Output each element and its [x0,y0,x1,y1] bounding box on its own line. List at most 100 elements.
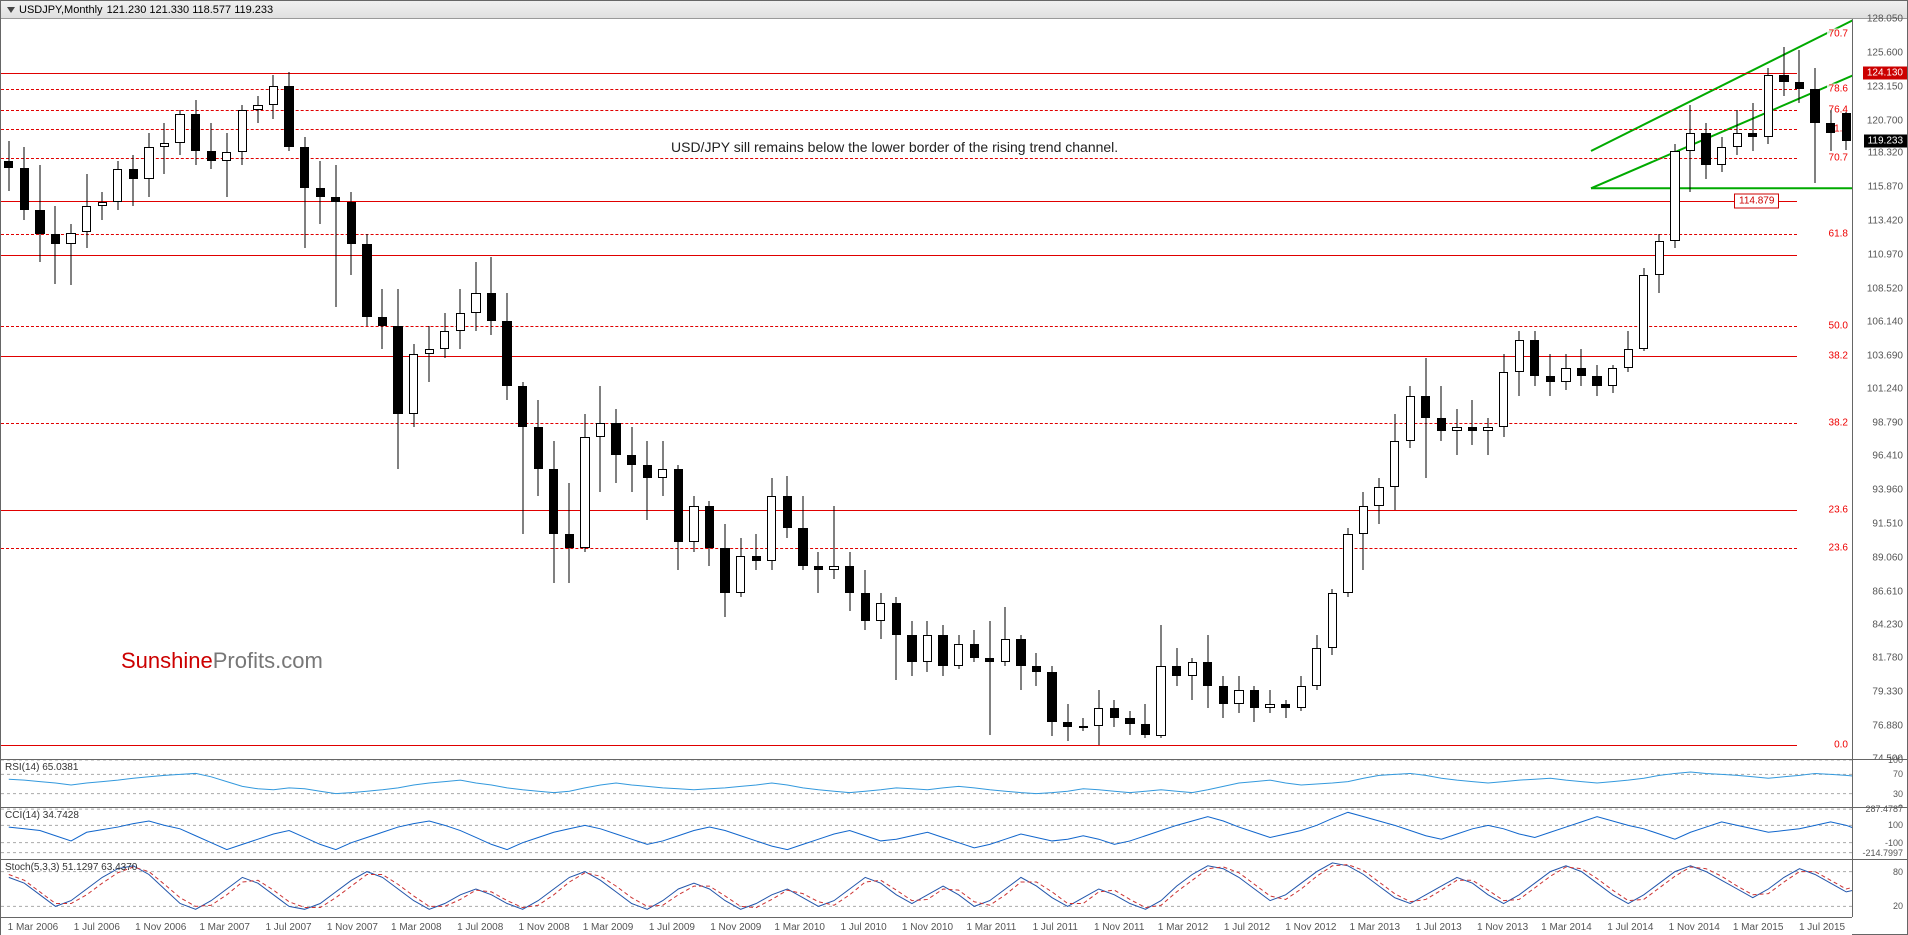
x-tick: 1 Jul 2011 [1033,922,1078,933]
candle [845,19,854,759]
candle [1748,19,1757,759]
ind-ytick: 70 [1893,769,1903,779]
candle [1468,19,1477,759]
candle [970,19,979,759]
candle [1421,19,1430,759]
candle [35,19,44,759]
candle [1452,19,1461,759]
stoch-panel[interactable]: Stoch(5,3,3) 51.1297 63.4370 20 80 [1,859,1907,917]
candle [1530,19,1539,759]
candle [1701,19,1710,759]
ind-ytick: 20 [1893,901,1903,911]
y-tick: 81.780 [1872,653,1903,664]
stoch-label: Stoch(5,3,3) 51.1297 63.4370 [5,862,137,873]
dropdown-icon[interactable] [7,7,15,13]
candle [907,19,916,759]
y-tick: 76.880 [1872,721,1903,732]
price-flag: 119.233 [1864,134,1907,147]
candle [534,19,543,759]
rsi-label: RSI(14) 65.0381 [5,762,78,773]
ind-ytick: 30 [1893,789,1903,799]
price-flag: 114.879 [1734,194,1779,209]
candle [580,19,589,759]
candle [1717,19,1726,759]
candle [1001,19,1010,759]
candle [1016,19,1025,759]
candle [720,19,729,759]
candle [1592,19,1601,759]
candle [1203,19,1212,759]
ind-ytick: 100 [1888,820,1903,830]
candle [565,19,574,759]
price-panel[interactable]: 70.778.676.461.870.761.850.038.238.223.6… [1,19,1907,759]
candle [596,19,605,759]
x-tick: 1 Mar 2015 [1733,922,1784,933]
candle [518,19,527,759]
ohlc-label: 121.230 121.330 118.577 119.233 [107,4,274,16]
candle [487,19,496,759]
y-tick: 118.320 [1868,148,1903,159]
ind-ytick: 80 [1893,867,1903,877]
rsi-y-axis: 03070100 [1852,760,1907,807]
y-tick: 113.420 [1868,216,1903,227]
y-tick: 79.330 [1872,687,1903,698]
candle [876,19,885,759]
y-tick: 106.140 [1867,316,1903,327]
candle [425,19,434,759]
x-axis: 1 Mar 20061 Jul 20061 Nov 20061 Mar 2007… [1,917,1852,935]
candle [1577,19,1586,759]
ind-ytick: -214.7997 [1862,848,1903,858]
candle [798,19,807,759]
x-tick: 1 Mar 2012 [1158,922,1209,933]
x-tick: 1 Jul 2010 [841,922,887,933]
candle [1141,19,1150,759]
candle [471,19,480,759]
candle [549,19,558,759]
forex-chart[interactable]: USDJPY,Monthly 121.230 121.330 118.577 1… [0,0,1908,935]
y-tick: 93.960 [1872,485,1903,496]
x-tick: 1 Mar 2009 [583,922,634,933]
candle [1281,19,1290,759]
y-tick: 86.610 [1872,586,1903,597]
price-y-axis: 128.050125.600123.150120.700118.320115.8… [1852,19,1907,759]
price-flag: 124.130 [1863,67,1907,80]
rsi-panel[interactable]: RSI(14) 65.0381 03070100 [1,759,1907,807]
ind-ytick: -100 [1885,838,1903,848]
candle [362,19,371,759]
x-tick: 1 Mar 2010 [774,922,825,933]
candle [82,19,91,759]
candle [1047,19,1056,759]
cci-panel[interactable]: CCI(14) 34.7428 -214.7997-100100287.4787 [1,807,1907,859]
candle [643,19,652,759]
candle [1624,19,1633,759]
candle [1359,19,1368,759]
candle [1265,19,1274,759]
candle [783,19,792,759]
candle [66,19,75,759]
candle [456,19,465,759]
candle [1608,19,1617,759]
candle [1234,19,1243,759]
candle [1188,19,1197,759]
candle [347,19,356,759]
candle [1795,19,1804,759]
y-tick: 123.150 [1867,81,1903,92]
y-tick: 89.060 [1872,552,1903,563]
x-tick: 1 Jul 2009 [649,922,695,933]
x-tick: 1 Nov 2014 [1669,922,1720,933]
candle [954,19,963,759]
x-tick: 1 Nov 2012 [1285,922,1336,933]
x-tick: 1 Jul 2013 [1416,922,1462,933]
symbol-label: USDJPY,Monthly [19,4,103,16]
candle [985,19,994,759]
candle [1156,19,1165,759]
x-tick: 1 Jul 2015 [1799,922,1845,933]
x-tick: 1 Mar 2008 [391,922,442,933]
candle [1686,19,1695,759]
x-tick: 1 Nov 2011 [1094,922,1144,933]
rsi-line [1,760,1854,808]
x-tick: 1 Mar 2007 [199,922,250,933]
candle [658,19,667,759]
candle [98,19,107,759]
x-tick: 1 Jul 2008 [457,922,503,933]
